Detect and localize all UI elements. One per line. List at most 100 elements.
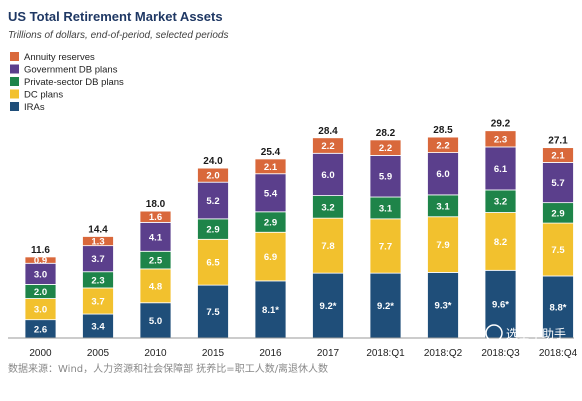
x-tick-2018-q2: 2018:Q2 [424,348,463,359]
data-label-government-db-plans-2017: 6.0 [321,170,334,181]
data-label-dc-plans-2005: 3.7 [91,296,104,307]
data-label-iras-2017: 9.2* [320,301,337,312]
bar-2005: 3.4 3.7 2.3 3.7 1.3 14.4 [82,224,114,339]
total-label-2016: 25.4 [261,147,281,158]
bar-2010: 5.0 4.8 2.5 4.1 1.6 18.0 [139,199,172,339]
data-label-private-sector-db-plans-2018-q1: 3.1 [379,203,393,214]
data-label-private-sector-db-plans-2015: 2.9 [206,225,219,236]
legend-label-private-sector-db-plans: Private-sector DB plans [24,77,124,88]
data-label-annuity-reserves-2015: 2.0 [206,171,219,182]
bar-segment-annuity-reserves-2005 [82,236,114,247]
legend-label-government-db-plans: Government DB plans [24,65,118,76]
bar-segment-dc-plans-2018-q3 [484,212,517,271]
data-label-dc-plans-2017: 7.8 [321,241,334,252]
bar-segment-government-db-plans-2018-q4 [542,162,574,204]
bar-2016: 8.1* 6.9 2.9 5.4 2.1 25.4 [254,147,287,339]
x-tick-2000: 2000 [29,348,52,359]
legend: Annuity reserves Government DB plansPriva… [10,52,124,113]
chart-subtitle: Trillions of dollars, end-of-period, sel… [8,30,228,41]
bar-segment-government-db-plans-2005 [82,245,114,273]
bar-segment-dc-plans-2018-q4 [542,222,574,277]
bar-segment-annuity-reserves-2016 [254,158,287,175]
bar-2018-q2: 9.3* 7.9 3.1 6.0 2.2 28.5 [427,125,459,339]
bar-2018-q3: 9.6* 8.2 3.2 6.1 2.3 29.2 [484,119,517,339]
total-label-2000: 11.6 [31,245,50,256]
data-label-government-db-plans-2018-q2: 6.0 [436,169,449,180]
data-label-private-sector-db-plans-2016: 2.9 [264,218,277,229]
watermark: 选基小助手 [485,324,566,342]
total-label-2005: 14.4 [88,224,108,235]
bar-segment-dc-plans-2017 [312,217,344,274]
bar-segment-iras-2018-q2 [427,272,459,339]
data-label-private-sector-db-plans-2017: 3.2 [321,202,334,213]
data-label-private-sector-db-plans-2018-q4: 2.9 [551,208,564,219]
data-label-annuity-reserves-2017: 2.2 [321,141,334,152]
data-label-annuity-reserves-2018-q4: 2.1 [551,151,565,162]
legend-swatch-iras [10,102,19,111]
data-label-dc-plans-2015: 6.5 [206,258,220,269]
bar-segment-annuity-reserves-2018-q4 [542,147,574,163]
legend-swatch-annuity-reserves [10,52,19,61]
data-label-private-sector-db-plans-2018-q3: 3.2 [494,197,507,208]
data-label-annuity-reserves-2005: 1.3 [91,237,104,248]
data-label-iras-2010: 5.0 [149,316,162,327]
bar-segment-iras-2018-q4 [542,275,574,339]
legend-swatch-dc-plans [10,89,19,99]
data-label-dc-plans-2018-q1: 7.7 [379,241,392,252]
bar-segment-dc-plans-2005 [82,287,114,315]
bar-segment-dc-plans-2010 [139,268,172,304]
data-label-annuity-reserves-2010: 1.6 [149,212,162,223]
total-label-2018-q4: 27.1 [548,136,568,147]
data-label-dc-plans-2010: 4.8 [149,281,162,292]
bar-segment-government-db-plans-2016 [254,173,287,213]
data-label-iras-2018-q1: 9.2* [377,301,394,312]
x-axis-ticks: 2000 2005 2010 2015 2016 2017 2018:Q1 2018:Q2 20… [29,348,577,359]
bar-2017: 9.2* 7.8 3.2 6.0 2.2 28.4 [312,126,344,339]
bar-segment-iras-2015 [197,284,229,339]
data-label-annuity-reserves-2018-q3: 2.3 [494,134,507,145]
bar-segment-annuity-reserves-2018-q1 [369,139,402,156]
bar-2015: 7.5 6.5 2.9 5.2 2.0 24.0 [197,156,229,339]
data-label-dc-plans-2018-q4: 7.5 [551,245,565,256]
total-label-2018-q2: 28.5 [433,125,453,136]
bar-2000: 2.6 3.0 2.0 3.0 0.911.6 [24,245,57,339]
data-label-dc-plans-2016: 6.9 [264,252,277,263]
data-label-iras-2018-q2: 9.3* [435,301,452,312]
data-label-private-sector-db-plans-2018-q2: 3.1 [436,201,450,212]
x-tick-2010: 2010 [144,348,167,359]
data-label-government-db-plans-2018-q4: 5.7 [551,178,564,189]
data-label-iras-2016: 8.1* [262,305,279,316]
data-label-government-db-plans-2010: 4.1 [149,232,163,243]
bar-segment-iras-2016 [254,280,287,339]
x-tick-2016: 2016 [259,348,282,359]
bar-segment-dc-plans-2018-q2 [427,216,459,273]
bar-segment-dc-plans-2015 [197,238,229,286]
data-label-private-sector-db-plans-2000: 2.0 [34,287,47,298]
data-label-iras-2000: 2.6 [34,324,47,335]
data-label-iras-2018-q3: 9.6* [492,300,509,311]
data-label-dc-plans-2018-q3: 8.2 [494,237,507,248]
bar-segment-dc-plans-2016 [254,231,287,282]
total-label-2010: 18.0 [146,199,166,210]
data-label-private-sector-db-plans-2010: 2.5 [149,256,163,267]
data-label-government-db-plans-2018-q1: 5.9 [379,172,392,183]
data-label-iras-2018-q4: 8.8* [550,302,567,313]
x-tick-2015: 2015 [202,348,225,359]
bar-segment-annuity-reserves-2017 [312,137,344,154]
data-label-annuity-reserves-2000: 0.9 [34,256,47,267]
bar-segment-annuity-reserves-2010 [139,210,172,223]
x-tick-2005: 2005 [87,348,110,359]
bar-segment-iras-2010 [139,302,172,339]
data-label-private-sector-db-plans-2005: 2.3 [91,275,104,286]
bar-2018-q4: 8.8* 7.5 2.9 5.7 2.1 27.1 [542,136,574,339]
legend-label-dc-plans: DC plans [24,90,63,101]
data-label-government-db-plans-2018-q3: 6.1 [494,164,508,175]
bar-segment-annuity-reserves-2018-q3 [484,130,517,148]
chart-title: US Total Retirement Market Assets [8,9,223,24]
bar-segment-dc-plans-2018-q1 [369,218,402,274]
data-label-iras-2015: 7.5 [206,307,220,318]
bar-segment-government-db-plans-2018-q1 [369,155,402,198]
x-tick-2018-q4: 2018:Q4 [539,348,578,359]
data-label-annuity-reserves-2018-q1: 2.2 [379,143,392,154]
